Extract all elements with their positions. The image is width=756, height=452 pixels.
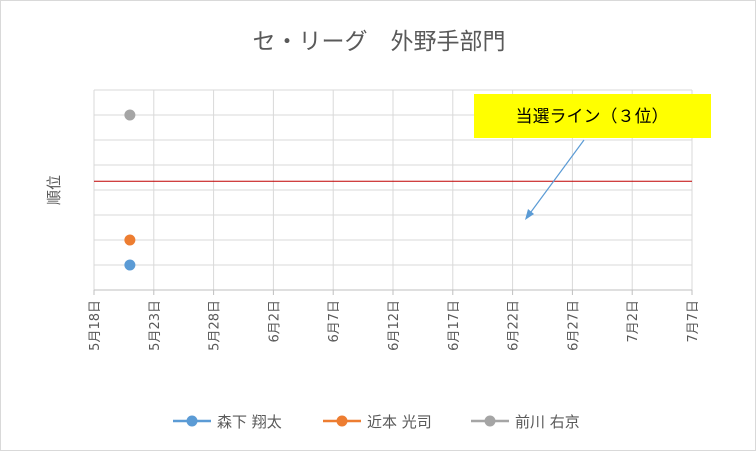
legend-label: 森下 翔太 [217, 413, 282, 431]
x-tick-label: 5月28日 [208, 300, 223, 351]
data-points [124, 109, 136, 271]
x-tick-label: 5月23日 [148, 300, 163, 351]
legend-label: 前川 右京 [515, 413, 580, 431]
data-point [124, 109, 136, 121]
legend: 森下 翔太 近本 光司 前川 右京 [173, 413, 580, 431]
annotation-callout: 当選ライン（３位） [474, 94, 711, 220]
callout-label: 当選ライン（３位） [516, 107, 669, 127]
legend-marker [484, 415, 496, 427]
legend-marker [336, 415, 348, 427]
callout-box [474, 94, 711, 138]
callout-arrow-line [527, 139, 585, 217]
y-axis-title: 順位 [45, 175, 63, 205]
legend-label: 近本 光司 [367, 413, 432, 431]
x-tick-label: 6月12日 [387, 300, 402, 351]
x-tick-label: 7月2日 [626, 300, 641, 343]
x-tick-label: 6月17日 [447, 300, 462, 351]
legend-marker [186, 415, 198, 427]
x-tick-label: 7月7日 [686, 300, 701, 343]
data-point [124, 234, 136, 246]
x-tick-label: 6月7日 [327, 300, 342, 343]
callout-arrow-head [525, 209, 534, 220]
x-axis-ticks: 5月18日 5月23日 5月28日 6月2日 6月7日 6月12日 6月17日 6月22日 6月… [88, 300, 701, 351]
data-point [124, 259, 136, 271]
x-tick-label: 6月22日 [507, 300, 522, 351]
chart-title: セ・リーグ 外野手部門 [253, 29, 506, 55]
grid [93, 89, 693, 295]
x-tick-label: 6月2日 [267, 300, 282, 343]
x-tick-label: 5月18日 [88, 300, 103, 351]
x-tick-label: 6月27日 [566, 300, 581, 351]
